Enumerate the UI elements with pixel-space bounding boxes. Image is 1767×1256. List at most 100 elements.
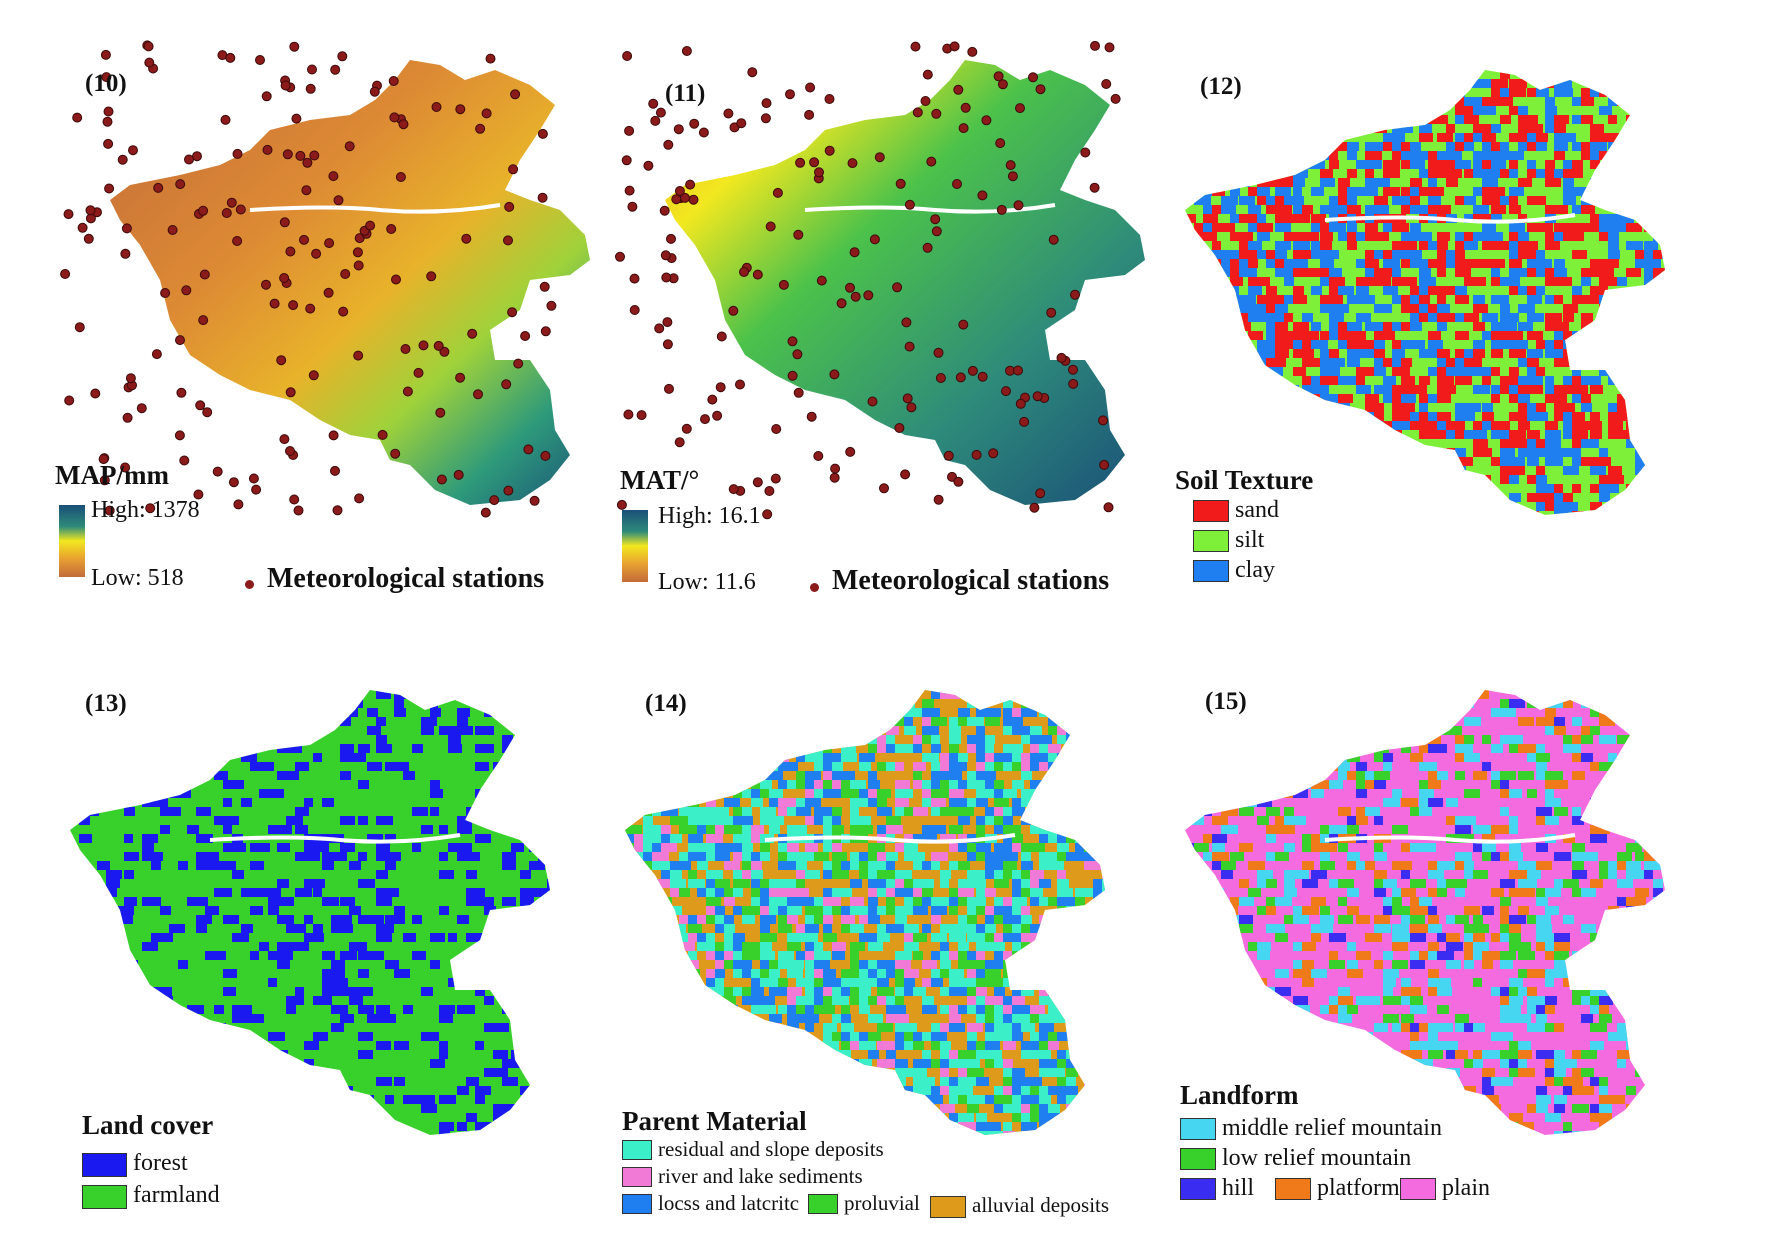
mosaic-cell <box>1509 825 1518 834</box>
mosaic-cell <box>724 996 736 1005</box>
station-dot <box>377 429 388 440</box>
mosaic-cell <box>1671 259 1681 268</box>
mosaic-cell <box>1248 151 1264 160</box>
mosaic-cell <box>1428 520 1441 529</box>
mosaic-cell <box>1491 331 1503 340</box>
mosaic-cell <box>1266 313 1277 322</box>
mosaic-cell <box>1617 412 1631 421</box>
mosaic-cell <box>1374 780 1386 789</box>
mosaic-cell <box>1464 699 1474 708</box>
mosaic-cell <box>367 834 383 843</box>
mosaic-cell <box>832 888 842 897</box>
mosaic-cell <box>1428 304 1441 313</box>
mosaic-cell <box>1383 699 1397 708</box>
mosaic-cell <box>976 933 992 942</box>
mosaic-cell <box>670 1005 684 1014</box>
mosaic-cell <box>688 834 703 843</box>
station-dot <box>193 489 204 500</box>
mosaic-cell <box>949 1086 962 1095</box>
mosaic-cell <box>751 1005 760 1014</box>
mosaic-cell <box>805 1005 817 1014</box>
mosaic-cell <box>1066 708 1075 717</box>
mosaic-cell <box>670 951 679 960</box>
mosaic-cell <box>1311 789 1324 798</box>
mosaic-cell <box>1671 88 1686 97</box>
station-dot <box>824 145 835 156</box>
station-dot <box>83 233 94 244</box>
mosaic-cell <box>124 897 137 906</box>
mosaic-cell <box>1401 277 1417 286</box>
mosaic-cell <box>1446 816 1458 825</box>
mosaic-cell <box>958 942 969 951</box>
mosaic-cell <box>868 978 884 987</box>
mosaic-cell <box>1554 322 1569 331</box>
mosaic-cell <box>1410 151 1426 160</box>
mosaic-cell <box>1626 843 1642 852</box>
station-dot <box>894 423 905 433</box>
station-dot <box>418 340 429 351</box>
mosaic-cell <box>1662 133 1665 142</box>
mosaic-cell <box>1048 1131 1060 1135</box>
station-dot <box>455 104 466 115</box>
mosaic-cell <box>1003 1059 1013 1068</box>
mosaic-cell <box>1653 295 1665 304</box>
mosaic-cell <box>223 915 239 924</box>
mosaic-cell <box>1626 205 1642 214</box>
mosaic-cell <box>313 996 323 1005</box>
mosaic-cell <box>1203 340 1212 349</box>
mosaic-cell <box>985 1050 1002 1059</box>
mosaic-cell <box>1365 142 1382 151</box>
station-dot <box>402 386 413 397</box>
station-dot <box>195 400 206 411</box>
mosaic-cell <box>859 789 869 798</box>
mosaic-cell <box>967 1095 983 1104</box>
mosaic-cell <box>1374 753 1389 762</box>
mosaic-cell <box>196 762 207 771</box>
mosaic-cell <box>1066 996 1082 1005</box>
mosaic-cell <box>1039 1068 1053 1077</box>
mosaic-cell <box>1482 214 1497 223</box>
mosaic-cell <box>886 870 902 879</box>
station-dot <box>967 46 978 57</box>
mosaic-cell <box>625 942 642 951</box>
mosaic-cell <box>913 987 926 996</box>
mosaic-cell <box>1500 466 1511 475</box>
mosaic-cell <box>1419 205 1429 214</box>
mosaic-cell <box>1572 717 1582 726</box>
mosaic-cell <box>340 1149 351 1158</box>
mosaic-cell <box>661 861 674 870</box>
station-dot <box>98 454 109 465</box>
mosaic-cell <box>1410 223 1421 232</box>
mosaic-cell <box>679 744 690 753</box>
mosaic-cell <box>940 1005 950 1014</box>
mosaic-cell <box>520 897 534 906</box>
mosaic-cell <box>1509 430 1526 439</box>
mosaic-cell <box>1239 394 1248 403</box>
mosaic-cell <box>1212 106 1223 115</box>
mosaic-cell <box>1239 250 1248 259</box>
mosaic-cell <box>787 780 802 789</box>
station-dot <box>922 242 933 253</box>
mosaic-cell <box>769 744 778 753</box>
mosaic-cell <box>232 780 244 789</box>
mosaic-cell <box>976 924 991 933</box>
mosaic-cell <box>742 717 758 726</box>
station-dot <box>1015 103 1025 114</box>
mosaic-cell <box>1563 403 1575 412</box>
mosaic-cell <box>1093 888 1105 897</box>
mosaic-cell <box>778 1005 793 1014</box>
mosaic-cell <box>349 987 362 996</box>
mosaic-cell <box>1039 1140 1053 1149</box>
mosaic-cell <box>1527 376 1543 385</box>
mosaic-cell <box>1599 717 1615 726</box>
mosaic-cell <box>850 987 865 996</box>
station-dot <box>481 108 492 119</box>
mosaic-cell <box>742 861 759 870</box>
mosaic-cell <box>1437 349 1450 358</box>
mosaic-cell <box>661 1041 673 1050</box>
mosaic-cell <box>1599 708 1611 717</box>
mosaic-cell <box>805 798 821 807</box>
mosaic-cell <box>1111 744 1121 753</box>
mosaic-cell <box>394 699 404 708</box>
mosaic-cell <box>1365 699 1374 708</box>
